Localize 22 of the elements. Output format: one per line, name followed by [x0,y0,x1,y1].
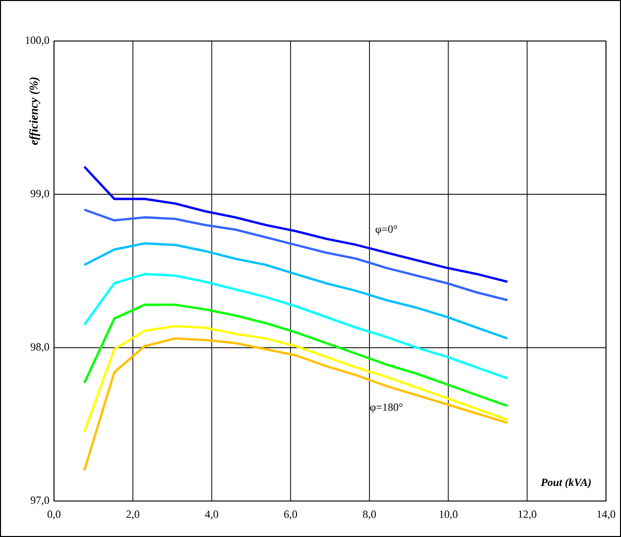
line-series [83,208,509,302]
line-series [83,337,509,472]
x-axis-title: Pout (kVA) [540,478,591,488]
line-series [83,166,509,283]
x-tick-label: 6,0 [284,510,298,520]
y-tick-label: 100,0 [26,36,50,46]
annotation: φ=180° [370,404,403,414]
x-tick-label: 0,0 [48,510,60,520]
x-tick-label: 10,0 [440,510,458,520]
line-series [83,272,509,380]
y-tick-label: 99,0 [30,190,50,199]
x-tick-label: 8,0 [363,510,376,520]
y-axis-title: efficiency (%) [29,77,40,145]
x-tick-label: 12,0 [518,510,536,520]
line-series [83,242,509,340]
x-tick-label: 2,0 [126,510,140,520]
annotation: φ=0° [376,225,398,236]
line-series [83,325,509,434]
y-tick-label: 97,0 [30,496,50,506]
x-tick-label: 14,0 [597,510,616,520]
x-tick-label: 4,0 [205,510,218,520]
y-tick-label: 98,0 [30,343,50,352]
